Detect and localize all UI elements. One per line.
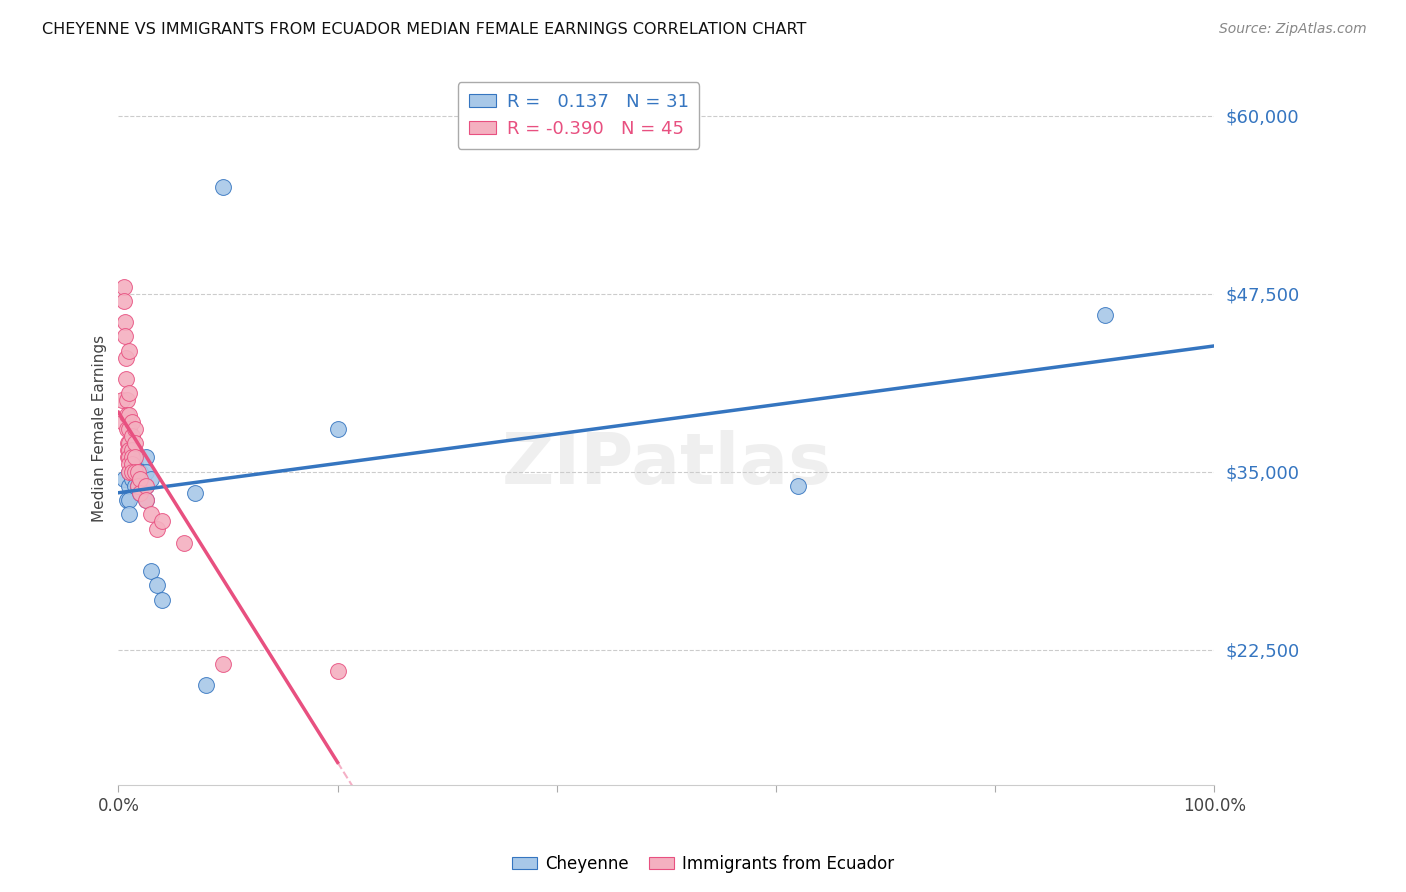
Point bbox=[1094, 308, 1116, 322]
Point bbox=[117, 450, 139, 465]
Point bbox=[118, 465, 141, 479]
Text: Source: ZipAtlas.com: Source: ZipAtlas.com bbox=[1219, 22, 1367, 37]
Point bbox=[115, 393, 138, 408]
Point bbox=[127, 465, 149, 479]
Point bbox=[118, 436, 141, 450]
Y-axis label: Median Female Earnings: Median Female Earnings bbox=[93, 335, 107, 523]
Point bbox=[121, 450, 143, 465]
Point bbox=[121, 458, 143, 472]
Point bbox=[146, 578, 169, 592]
Point bbox=[115, 493, 138, 508]
Point bbox=[150, 592, 173, 607]
Point bbox=[112, 293, 135, 308]
Point bbox=[129, 465, 152, 479]
Point bbox=[118, 408, 141, 422]
Point bbox=[121, 458, 143, 472]
Point bbox=[141, 472, 163, 486]
Point bbox=[118, 493, 141, 508]
Point bbox=[124, 465, 146, 479]
Point bbox=[124, 422, 146, 436]
Point bbox=[124, 479, 146, 493]
Point bbox=[115, 351, 138, 365]
Point bbox=[112, 279, 135, 293]
Point bbox=[124, 450, 146, 465]
Point bbox=[118, 422, 141, 436]
Point bbox=[129, 472, 152, 486]
Text: ZIPatlas: ZIPatlas bbox=[502, 430, 831, 499]
Point bbox=[141, 564, 163, 578]
Point bbox=[121, 465, 143, 479]
Point bbox=[127, 465, 149, 479]
Point bbox=[135, 479, 157, 493]
Point bbox=[124, 436, 146, 450]
Point bbox=[118, 458, 141, 472]
Point bbox=[115, 372, 138, 386]
Point bbox=[118, 465, 141, 479]
Legend: R =   0.137   N = 31, R = -0.390   N = 45: R = 0.137 N = 31, R = -0.390 N = 45 bbox=[458, 82, 699, 149]
Point bbox=[114, 315, 136, 329]
Point bbox=[326, 422, 349, 436]
Point bbox=[111, 393, 134, 408]
Legend: Cheyenne, Immigrants from Ecuador: Cheyenne, Immigrants from Ecuador bbox=[505, 848, 901, 880]
Point bbox=[146, 522, 169, 536]
Point bbox=[135, 465, 157, 479]
Point bbox=[117, 443, 139, 458]
Point bbox=[115, 408, 138, 422]
Point bbox=[121, 415, 143, 429]
Point bbox=[129, 486, 152, 500]
Point bbox=[129, 486, 152, 500]
Point bbox=[326, 664, 349, 678]
Point bbox=[211, 657, 233, 671]
Point bbox=[135, 493, 157, 508]
Point bbox=[195, 678, 218, 692]
Point bbox=[118, 508, 141, 522]
Point bbox=[135, 479, 157, 493]
Point bbox=[111, 415, 134, 429]
Point bbox=[127, 479, 149, 493]
Point bbox=[135, 493, 157, 508]
Point bbox=[131, 472, 153, 486]
Point bbox=[141, 508, 163, 522]
Point bbox=[786, 479, 808, 493]
Point bbox=[124, 450, 146, 465]
Point bbox=[124, 458, 146, 472]
Point bbox=[118, 386, 141, 401]
Point bbox=[118, 343, 141, 358]
Point bbox=[121, 472, 143, 486]
Point bbox=[173, 535, 195, 549]
Point bbox=[184, 486, 207, 500]
Point bbox=[211, 179, 233, 194]
Point bbox=[114, 329, 136, 343]
Point bbox=[112, 472, 135, 486]
Point bbox=[121, 443, 143, 458]
Point bbox=[118, 443, 141, 458]
Point bbox=[118, 450, 141, 465]
Point bbox=[135, 450, 157, 465]
Point bbox=[115, 422, 138, 436]
Text: CHEYENNE VS IMMIGRANTS FROM ECUADOR MEDIAN FEMALE EARNINGS CORRELATION CHART: CHEYENNE VS IMMIGRANTS FROM ECUADOR MEDI… bbox=[42, 22, 807, 37]
Point bbox=[117, 436, 139, 450]
Point bbox=[121, 429, 143, 443]
Point bbox=[124, 465, 146, 479]
Point bbox=[150, 515, 173, 529]
Point bbox=[127, 479, 149, 493]
Point bbox=[118, 479, 141, 493]
